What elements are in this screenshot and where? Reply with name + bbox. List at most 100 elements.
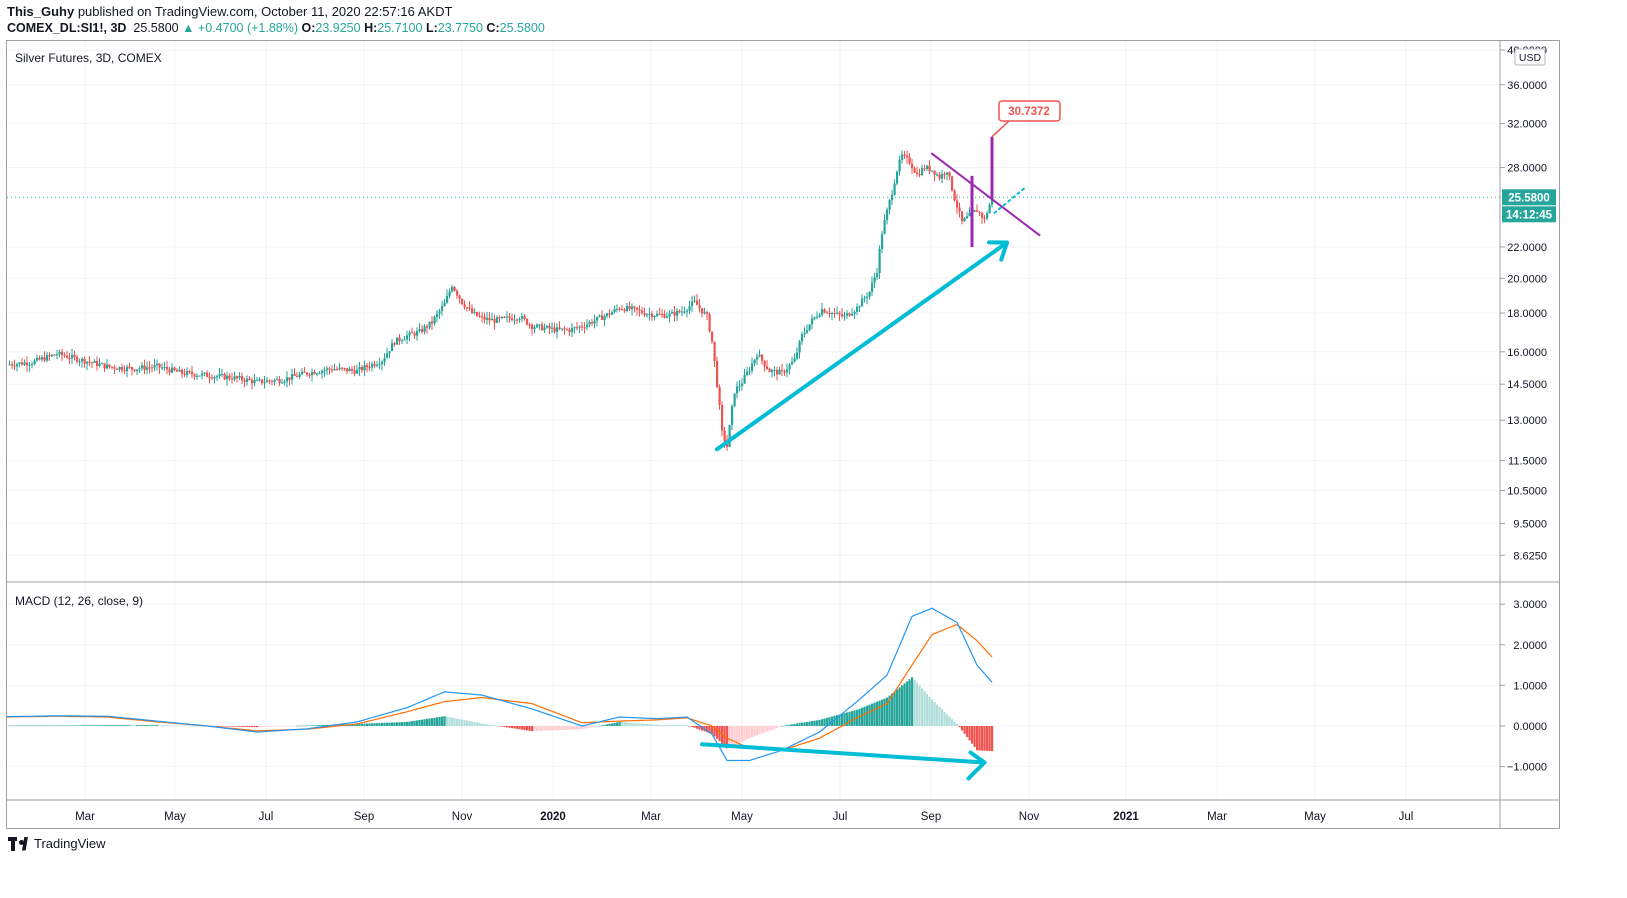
macd-histogram-bar bbox=[841, 713, 844, 726]
candle-body bbox=[931, 170, 934, 172]
macd-histogram-bar bbox=[18, 725, 21, 727]
candle-body bbox=[746, 371, 749, 376]
candle-body bbox=[498, 317, 501, 319]
macd-histogram-bar bbox=[438, 716, 441, 726]
macd-histogram-bar bbox=[353, 724, 356, 726]
macd-histogram-bar bbox=[608, 723, 611, 726]
candle-body bbox=[693, 300, 696, 302]
x-tick-label: May bbox=[1304, 811, 1326, 823]
candle-body bbox=[766, 366, 769, 369]
macd-histogram-bar bbox=[268, 725, 271, 727]
chart-frame bbox=[6, 40, 1560, 829]
candle-body bbox=[981, 212, 984, 218]
macd-histogram-bar bbox=[153, 725, 156, 726]
candle-body bbox=[193, 374, 196, 377]
y-tick-label: 11.5000 bbox=[1508, 456, 1547, 468]
candle-body bbox=[86, 361, 89, 364]
candle-body bbox=[751, 363, 754, 371]
candle-body bbox=[516, 319, 519, 321]
macd-histogram-bar bbox=[596, 725, 599, 727]
macd-pane[interactable] bbox=[7, 607, 994, 781]
macd-histogram-bar bbox=[913, 680, 916, 726]
candle-body bbox=[881, 233, 884, 249]
macd-histogram-bar bbox=[128, 725, 131, 726]
candle-body bbox=[706, 312, 709, 314]
macd-histogram-bar bbox=[883, 698, 886, 726]
y-tick-label: 22.0000 bbox=[1507, 242, 1547, 254]
macd-histogram-bar bbox=[838, 714, 841, 726]
candle-body bbox=[666, 316, 669, 318]
macd-histogram-bar bbox=[376, 723, 379, 726]
candle-body bbox=[563, 328, 566, 330]
candle-body bbox=[663, 314, 666, 318]
macd-histogram-bar bbox=[356, 723, 359, 726]
candle-body bbox=[153, 365, 156, 368]
macd-histogram-bar bbox=[761, 725, 764, 734]
macd-histogram-bar bbox=[731, 725, 734, 747]
candle-body bbox=[301, 371, 304, 375]
candle-body bbox=[451, 287, 454, 292]
candle-body bbox=[613, 308, 616, 313]
macd-histogram-bar bbox=[76, 725, 79, 726]
candle-body bbox=[161, 367, 164, 369]
macd-histogram-bar bbox=[546, 725, 549, 731]
high-label: H: bbox=[364, 21, 378, 35]
macd-histogram-bar bbox=[686, 725, 689, 726]
candle-body bbox=[566, 329, 569, 331]
candle-body bbox=[536, 324, 539, 328]
macd-histogram-bar bbox=[968, 725, 971, 741]
candle-body bbox=[956, 200, 959, 208]
candle-body bbox=[113, 367, 116, 369]
author-name[interactable]: This_Guhy bbox=[7, 4, 75, 19]
macd-histogram-bar bbox=[221, 725, 224, 727]
candle-body bbox=[496, 317, 499, 323]
candle-body bbox=[943, 173, 946, 175]
macd-histogram-bar bbox=[811, 721, 814, 726]
candle-body bbox=[608, 313, 611, 315]
macd-histogram-bar bbox=[188, 725, 191, 727]
candle-body bbox=[873, 277, 876, 283]
footer-brand[interactable]: TradingView bbox=[34, 836, 106, 851]
candle-body bbox=[871, 282, 874, 292]
macd-histogram-bar bbox=[583, 725, 586, 729]
macd-histogram-bar bbox=[266, 725, 269, 727]
candle-body bbox=[863, 298, 866, 300]
macd-histogram-bar bbox=[588, 725, 591, 728]
price-candles[interactable] bbox=[8, 150, 994, 451]
candle-body bbox=[503, 316, 506, 318]
macd-histogram-bar bbox=[256, 725, 259, 728]
candle-body bbox=[236, 376, 239, 378]
macd-histogram-bar bbox=[986, 725, 989, 751]
macd-histogram-bar bbox=[461, 719, 464, 726]
macd-histogram-bar bbox=[683, 725, 686, 726]
macd-histogram-bar bbox=[848, 711, 851, 726]
candle-body bbox=[763, 360, 766, 367]
macd-histogram-bar bbox=[241, 725, 244, 727]
candle-body bbox=[951, 176, 954, 191]
macd-histogram-bar bbox=[231, 725, 234, 727]
macd-histogram-bar bbox=[713, 725, 716, 737]
candle-body bbox=[383, 357, 386, 362]
macd-histogram-bar bbox=[898, 687, 901, 726]
x-tick-label: Sep bbox=[354, 811, 374, 823]
macd-histogram-bar bbox=[381, 722, 384, 726]
candle-body bbox=[861, 298, 864, 307]
macd-histogram-bar bbox=[166, 725, 169, 726]
candle-body bbox=[801, 334, 804, 342]
macd-histogram-bar bbox=[573, 725, 576, 730]
candle-body bbox=[711, 331, 714, 342]
macd-histogram-bar bbox=[791, 724, 794, 726]
candle-body bbox=[928, 165, 931, 172]
x-tick-label: Nov bbox=[452, 811, 473, 823]
macd-histogram-bar bbox=[523, 725, 526, 731]
chart-drawings[interactable]: 30.7372 bbox=[7, 100, 1500, 452]
macd-histogram-bar bbox=[476, 722, 479, 726]
candle-body bbox=[583, 327, 586, 329]
macd-histogram-bar bbox=[813, 720, 816, 726]
candle-body bbox=[183, 373, 186, 375]
candle-body bbox=[293, 374, 296, 376]
candle-body bbox=[596, 316, 599, 321]
callout-pointer bbox=[991, 119, 1020, 138]
macd-histogram-bar bbox=[16, 725, 19, 727]
